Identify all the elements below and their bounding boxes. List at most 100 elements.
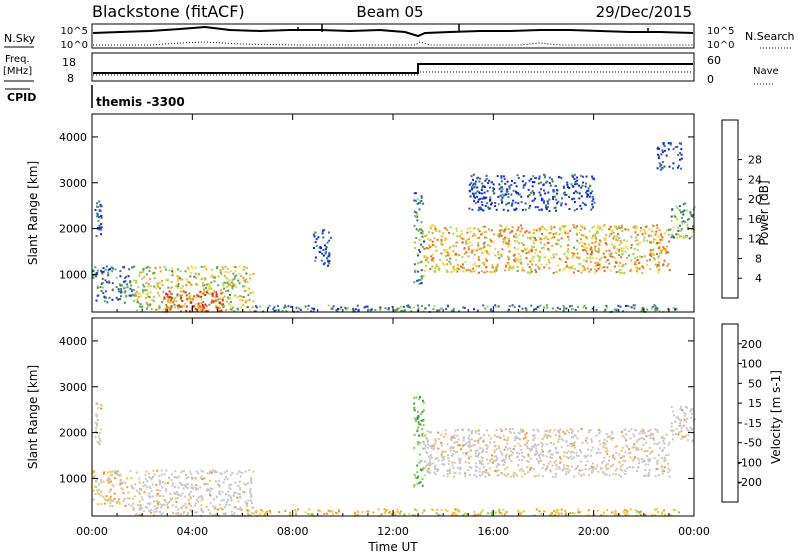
power-cell (532, 175, 535, 178)
velocity-cell (497, 510, 500, 513)
velocity-cell (679, 418, 682, 421)
velocity-cell (289, 514, 291, 517)
velocity-cell (190, 486, 193, 489)
power-cell (235, 286, 238, 289)
velocity-cell (118, 484, 121, 487)
velocity-cell (538, 456, 541, 459)
power-cell (538, 227, 541, 230)
power-cell (472, 267, 475, 270)
power-cell (135, 291, 138, 293)
velocity-cell (481, 471, 484, 474)
power-cell (619, 268, 622, 271)
power-colorbar-label: Power [dB] (757, 180, 771, 245)
power-cell (612, 231, 615, 234)
power-cell (582, 269, 584, 272)
power-cell (653, 258, 656, 261)
power-cell (555, 242, 558, 245)
power-cell (502, 194, 505, 197)
power-cell (435, 248, 438, 251)
power-cell (603, 224, 606, 227)
velocity-cell (107, 471, 110, 474)
velocity-cell (647, 463, 650, 466)
power-cell (538, 267, 541, 270)
velocity-cell (536, 451, 539, 454)
velocity-cell (107, 481, 110, 484)
velocity-cell (208, 490, 211, 492)
power-cell (184, 291, 187, 294)
power-cell (232, 272, 235, 275)
velocity-cell (209, 494, 212, 497)
power-cell (492, 270, 495, 273)
velocity-cell (546, 466, 549, 469)
velocity-cell (171, 504, 174, 507)
power-cell (326, 256, 328, 259)
velocity-cell (307, 512, 310, 515)
velocity-cell (156, 500, 159, 503)
velocity-cell (606, 440, 608, 443)
power-cell (473, 195, 475, 198)
velocity-cell (209, 470, 212, 473)
velocity-cell (550, 513, 553, 516)
power-cell (145, 297, 148, 299)
velocity-cell (418, 423, 420, 426)
power-cell (421, 245, 424, 248)
power-cell (452, 250, 455, 253)
power-cell (131, 294, 134, 297)
power-cell (117, 288, 120, 291)
power-cell (185, 305, 188, 308)
power-cell (519, 255, 522, 258)
velocity-cell (540, 513, 543, 515)
power-cell (540, 197, 543, 200)
velocity-cell (470, 431, 473, 434)
velocity-cell (516, 451, 518, 454)
power-cell (483, 241, 486, 244)
power-cell (165, 306, 168, 308)
velocity-cell (191, 487, 194, 490)
power-cell (612, 237, 615, 240)
velocity-cell (122, 500, 125, 503)
power-cell (578, 263, 581, 265)
velocity-cell (520, 430, 523, 433)
velocity-cell (580, 428, 583, 430)
power-cell (142, 291, 145, 294)
velocity-cell (380, 513, 383, 516)
power-cell (524, 231, 527, 234)
power-cell (418, 249, 421, 252)
velocity-cell (555, 459, 558, 462)
velocity-cell (453, 449, 455, 452)
power-cell (512, 189, 515, 192)
velocity-cell (188, 502, 191, 505)
velocity-cell (214, 470, 217, 472)
velocity-cell (225, 501, 228, 504)
velocity-cell (418, 482, 421, 485)
velocity-cell (565, 441, 568, 444)
power-cell (420, 261, 423, 263)
velocity-cell (621, 469, 624, 472)
power-cell (605, 304, 608, 307)
velocity-cell (250, 477, 253, 480)
velocity-cell (195, 511, 198, 514)
power-cell (449, 226, 452, 229)
velocity-cell (654, 508, 657, 511)
power-cell (233, 310, 236, 313)
velocity-cell (149, 502, 152, 505)
power-cell (186, 299, 189, 302)
velocity-cell (180, 506, 183, 509)
power-cell (597, 231, 600, 234)
power-cell (218, 306, 221, 309)
power-cell (462, 306, 465, 309)
velocity-cell (231, 513, 234, 516)
power-cell (584, 268, 587, 271)
velocity-cell (484, 475, 487, 478)
velocity-cell (595, 434, 598, 437)
velocity-cell (532, 438, 535, 441)
power-cell (188, 281, 191, 284)
power-cell (532, 232, 535, 235)
power-cell (520, 262, 522, 265)
power-cell (135, 309, 138, 312)
velocity-cell (542, 450, 544, 453)
power-cell (510, 230, 513, 233)
velocity-cell (199, 486, 202, 489)
velocity-cell (247, 509, 250, 512)
velocity-cell (467, 462, 470, 464)
